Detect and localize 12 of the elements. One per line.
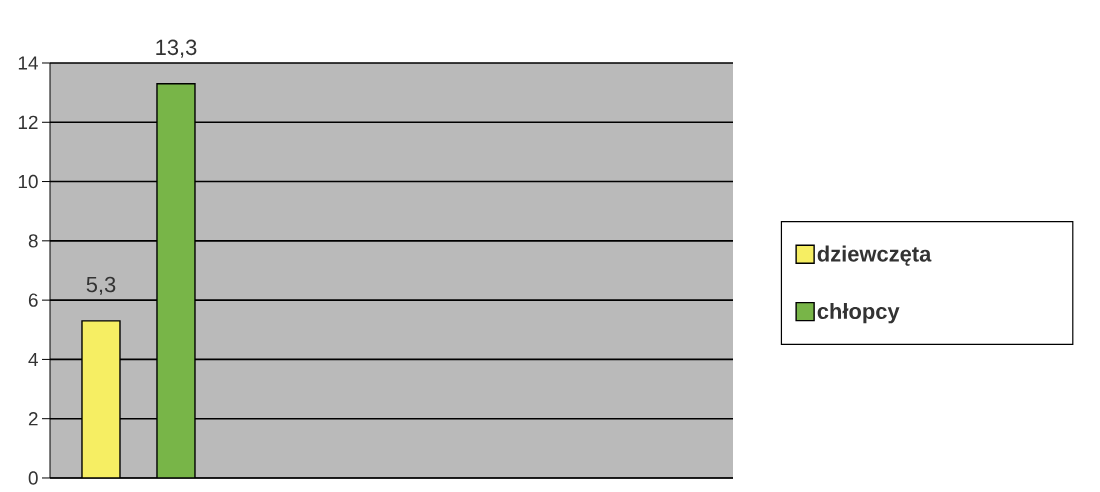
legend-label: chłopcy xyxy=(817,302,900,324)
y-tick-label: 12 xyxy=(18,115,38,129)
data-label: 5,3 xyxy=(86,276,116,295)
y-tick-label: 14 xyxy=(18,56,38,70)
y-tick-label: 0 xyxy=(28,471,38,485)
y-tick-label: 4 xyxy=(28,352,38,366)
legend-label: dziewczęta xyxy=(817,245,932,266)
y-tick-label: 2 xyxy=(28,412,38,426)
data-label: 13,3 xyxy=(156,39,197,58)
y-tick-label: 6 xyxy=(28,293,38,307)
y-tick-label: 8 xyxy=(28,234,38,248)
y-tick-label: 10 xyxy=(18,174,38,189)
